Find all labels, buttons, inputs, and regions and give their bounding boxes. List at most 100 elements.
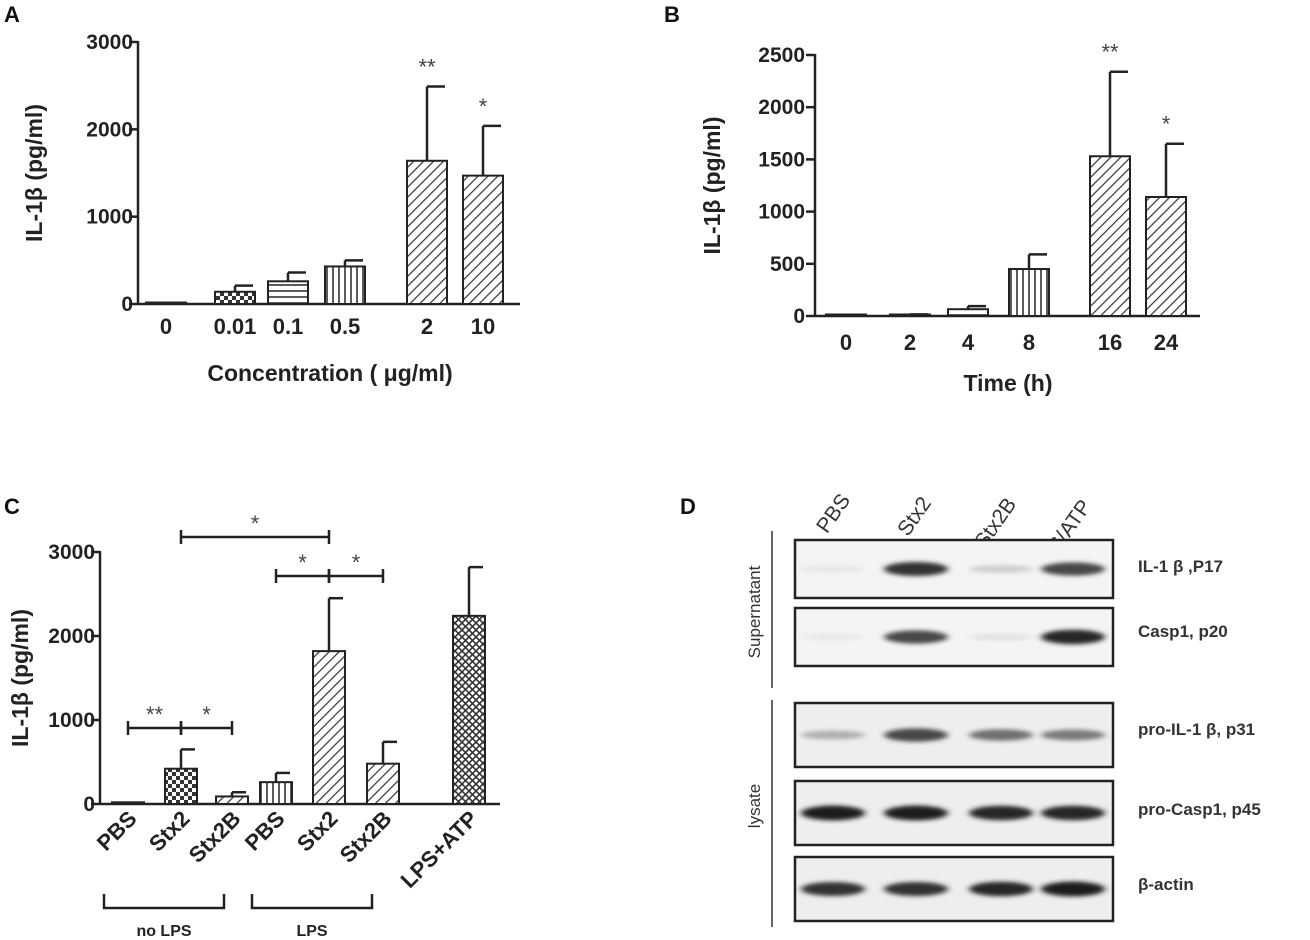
blot-band	[969, 633, 1033, 641]
bar	[267, 280, 309, 306]
significance-star: **	[418, 55, 436, 80]
significance-bracket	[179, 721, 234, 735]
bar	[259, 781, 293, 805]
blot-band	[969, 881, 1033, 897]
x-tick-label: 10	[471, 314, 495, 339]
y-tick-label: 1500	[758, 148, 805, 171]
blot-band	[801, 881, 865, 897]
x-tick-label: 0.01	[214, 314, 257, 339]
x-tick-label: 2	[421, 314, 433, 339]
blot-label: pro-IL-1 β, p31	[1138, 720, 1255, 739]
bar	[111, 801, 145, 806]
y-tick-label: 2000	[86, 118, 133, 141]
blot-band	[1041, 562, 1105, 576]
x-tick-label: 24	[1154, 330, 1179, 355]
y-axis-title: IL-1β (pg/ml)	[699, 117, 725, 255]
bar	[366, 762, 400, 805]
blot-band	[1041, 881, 1105, 897]
blot-band	[884, 805, 948, 821]
blot-band	[884, 561, 948, 577]
y-tick-label: 2500	[758, 44, 805, 67]
y-tick-label: 3000	[48, 541, 95, 564]
bar	[947, 308, 989, 317]
significance-star: **	[1101, 40, 1119, 65]
x-axis-title: Time (h)	[963, 370, 1052, 396]
panel-letter-d: D	[680, 494, 696, 519]
blot-band	[884, 630, 948, 644]
blot-label: Casp1, p20	[1138, 622, 1228, 641]
significance-star: *	[251, 511, 260, 536]
bar	[825, 313, 867, 317]
blot-band	[969, 565, 1033, 573]
group-bracket	[102, 894, 226, 910]
lane-label: PBS	[812, 490, 855, 538]
x-tick-label: Stx2B	[184, 806, 246, 868]
y-tick-label: 1000	[86, 206, 133, 229]
blot-band	[1041, 805, 1105, 821]
blot-band	[969, 805, 1033, 821]
x-axis-title: Concentration ( μg/ml)	[207, 360, 452, 386]
y-tick-label: 2000	[758, 96, 805, 119]
y-tick-label: 3000	[86, 31, 133, 54]
blot-band	[1041, 629, 1105, 645]
significance-star: *	[352, 550, 361, 575]
x-tick-label: PBS	[240, 806, 290, 856]
x-tick-label: 0.5	[330, 314, 361, 339]
blot-band	[1041, 729, 1105, 741]
group-bracket	[250, 894, 374, 910]
panel-letter-a: A	[4, 2, 20, 27]
significance-star: **	[146, 702, 164, 727]
bar	[1008, 268, 1050, 317]
y-axis-title: IL-1β (pg/ml)	[21, 104, 47, 242]
x-tick-label: LPS+ATP	[396, 806, 483, 893]
blot-band	[884, 728, 948, 742]
blot-band	[801, 565, 865, 573]
y-axis-title: IL-1β (pg/ml)	[7, 609, 33, 747]
bar	[214, 290, 256, 306]
blot-label: pro-Casp1, p45	[1138, 800, 1261, 819]
significance-bracket	[327, 569, 385, 583]
lane-label: Stx2	[893, 493, 936, 541]
significance-star: *	[479, 94, 488, 119]
blot-band	[969, 729, 1033, 741]
significance-star: *	[1162, 112, 1171, 137]
x-tick-label: PBS	[92, 806, 142, 856]
y-tick-label: 500	[770, 253, 805, 276]
bar	[324, 265, 366, 305]
significance-star: *	[202, 702, 211, 727]
significance-star: *	[298, 550, 307, 575]
section-label: lysate	[745, 784, 764, 828]
bar	[452, 614, 486, 806]
x-tick-label: 0.1	[273, 314, 304, 339]
blot-band	[801, 805, 865, 821]
y-tick-label: 0	[121, 293, 133, 316]
y-tick-label: 0	[83, 793, 95, 816]
blot-band	[801, 633, 865, 641]
bar	[406, 159, 448, 305]
group-label: LPS	[296, 923, 327, 940]
y-tick-label: 0	[793, 305, 805, 328]
bar	[1145, 195, 1187, 317]
blot-band	[801, 730, 865, 740]
section-label: Supernatant	[745, 565, 764, 658]
y-tick-label: 1000	[48, 709, 95, 732]
blot-label: β-actin	[1138, 875, 1194, 894]
x-tick-label: 2	[904, 330, 916, 355]
x-tick-label: 8	[1023, 330, 1035, 355]
blot-band	[884, 881, 948, 897]
y-tick-label: 2000	[48, 625, 95, 648]
chart-a: 0 1000 2000 3000 0 0.01 0.1 0.5 ** 2 * 10 Concentrat…	[21, 31, 520, 386]
x-tick-label: Stx2B	[335, 806, 397, 868]
group-label: no LPS	[136, 923, 191, 940]
x-tick-label: 16	[1098, 330, 1122, 355]
x-tick-label: 0	[840, 330, 852, 355]
bar	[145, 301, 187, 305]
bar	[215, 795, 249, 806]
bar	[462, 174, 504, 305]
bar	[312, 650, 346, 805]
significance-bracket	[179, 530, 331, 544]
